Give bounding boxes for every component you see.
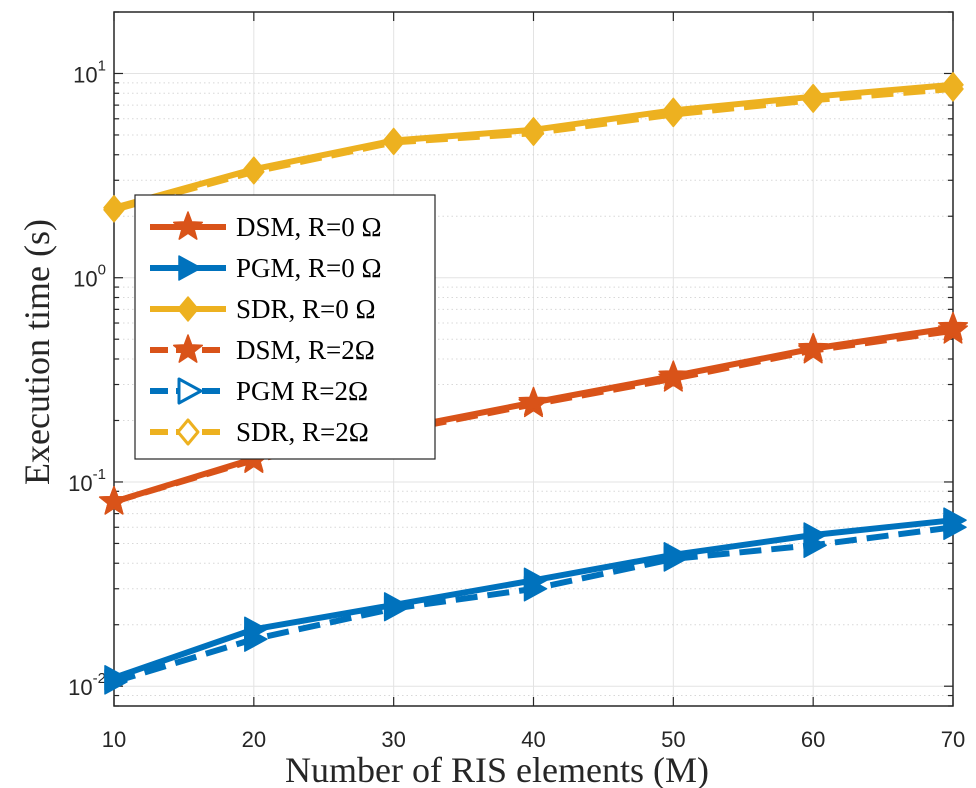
x-tick-label: 50	[661, 727, 685, 752]
data-point	[243, 156, 265, 182]
legend-label: PGM R=2Ω	[236, 376, 368, 406]
data-point	[658, 360, 689, 389]
axis-ticks: 10 20 30 40 50 60 70 10-2 10-1 100 101	[68, 11, 965, 752]
data-point	[177, 377, 203, 405]
legend-label: SDR, R=0 Ω	[236, 294, 376, 324]
data-point	[244, 616, 268, 643]
data-point	[518, 386, 549, 416]
data-point	[383, 592, 408, 618]
x-axis-title: Number of RIS elements (M)	[285, 750, 709, 788]
y-tick-label: 10-2	[68, 670, 106, 700]
series-4	[104, 514, 967, 695]
legend-entry: SDR, R=0 Ω	[150, 294, 376, 324]
x-tick-label: 20	[242, 727, 266, 752]
data-point	[937, 311, 969, 341]
data-point	[803, 522, 827, 548]
data-point	[172, 334, 204, 363]
legend-entry: PGM R=2Ω	[150, 376, 368, 406]
x-tick-label: 70	[941, 727, 965, 752]
data-point	[176, 418, 200, 446]
data-point	[662, 97, 685, 124]
legend-entry: DSM, R=2Ω	[150, 334, 375, 365]
data-point	[98, 486, 130, 515]
data-point	[382, 127, 405, 154]
legend-label: DSM, R=0 Ω	[236, 212, 382, 242]
y-tick-label: 10-1	[68, 466, 106, 496]
data-point	[104, 665, 128, 691]
data-point	[942, 72, 964, 98]
legend-entry: DSM, R=0 Ω	[150, 211, 382, 242]
legend-box	[134, 194, 436, 460]
legend-entry: SDR, R=2Ω	[150, 417, 369, 447]
legend-label: SDR, R=2Ω	[236, 417, 369, 447]
y-axis-title: Execution time (s)	[17, 219, 57, 485]
data-point	[177, 296, 199, 322]
series-2	[103, 72, 964, 221]
legend-entry: PGM, R=0 Ω	[150, 253, 382, 283]
data-point	[172, 211, 204, 240]
x-tick-label: 10	[102, 727, 126, 752]
legend: DSM, R=0 Ω PGM, R=0 Ω SDR, R=0 Ω DSM, R=2Ω P…	[134, 194, 436, 460]
x-tick-label: 60	[801, 727, 825, 752]
data-point	[943, 507, 967, 533]
x-tick-label: 40	[521, 727, 545, 752]
data-point	[798, 332, 829, 362]
series-layer	[98, 72, 969, 695]
legend-label: DSM, R=2Ω	[236, 335, 375, 365]
data-point	[802, 83, 824, 110]
data-point	[523, 567, 548, 594]
x-tick-label: 30	[381, 727, 405, 752]
data-point	[522, 117, 545, 143]
data-point	[178, 255, 202, 281]
data-point	[103, 195, 125, 221]
y-tick-label: 100	[73, 262, 106, 292]
legend-label: PGM, R=0 Ω	[236, 253, 382, 283]
series-1	[104, 507, 967, 691]
data-point	[663, 542, 688, 568]
y-tick-label: 101	[73, 57, 106, 87]
